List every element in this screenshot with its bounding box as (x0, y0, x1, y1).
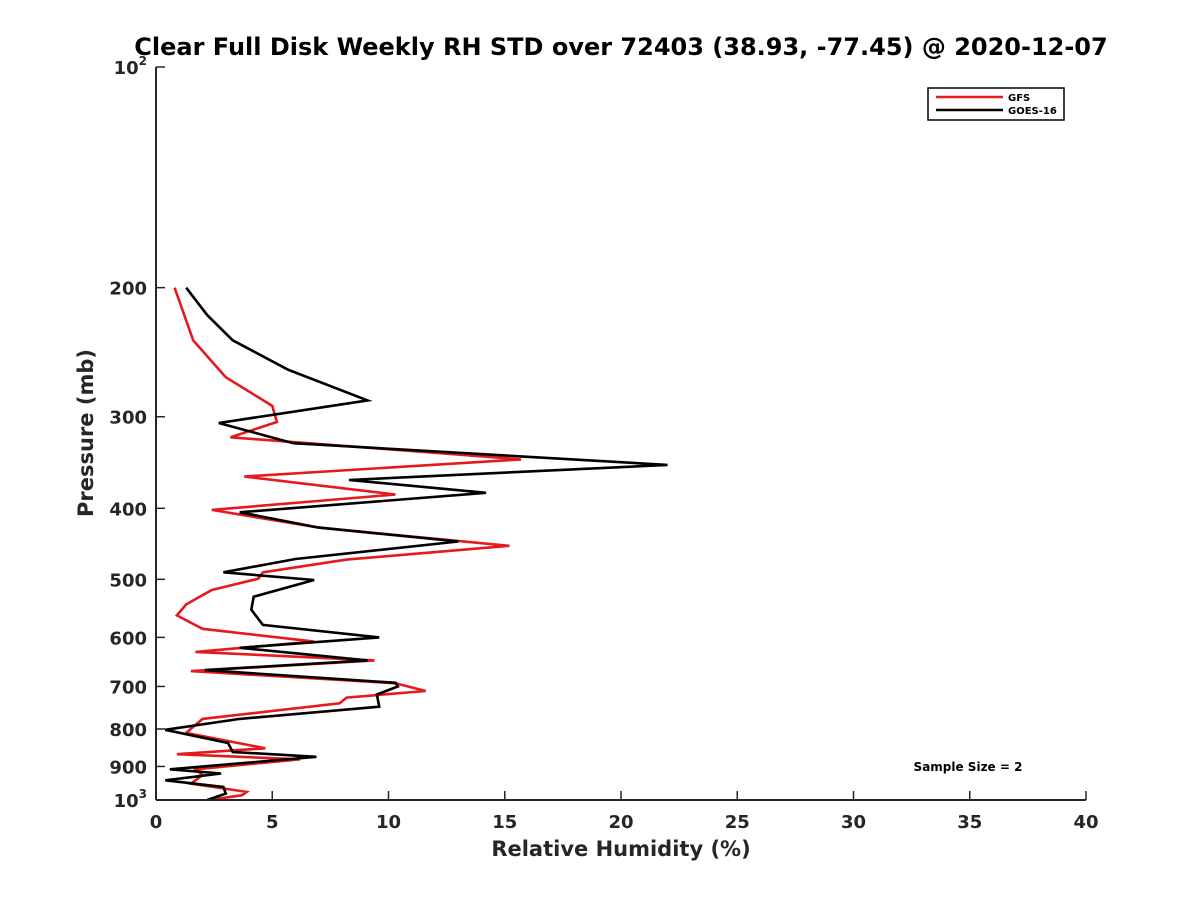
legend-label-goes16: GOES-16 (1008, 106, 1057, 117)
series-line-gfs (173, 287, 522, 802)
y-tick-label: 700 (109, 677, 147, 698)
x-tick-label: 0 (150, 812, 163, 833)
x-tick-label: 5 (266, 812, 279, 833)
x-tick-label: 30 (841, 812, 866, 833)
y-tick-label: 300 (109, 408, 147, 429)
chart-title: Clear Full Disk Weekly RH STD over 72403… (134, 33, 1107, 61)
sample-size-annotation: Sample Size = 2 (914, 760, 1023, 774)
x-ticks: 0 5 10 15 20 25 30 35 40 (150, 791, 1099, 833)
x-tick-label: 10 (376, 812, 401, 833)
y-tick-label: 600 (109, 628, 147, 649)
x-tick-label: 25 (725, 812, 750, 833)
legend: GFS GOES-16 (927, 87, 1065, 121)
y-tick-label: 900 (109, 757, 147, 778)
series-line-goes16 (165, 286, 668, 802)
x-tick-label: 40 (1073, 812, 1098, 833)
x-tick-label: 35 (957, 812, 982, 833)
x-axis-label: Relative Humidity (%) (491, 837, 750, 861)
y-tick-label: 200 (109, 279, 147, 300)
y-tick-label: 500 (109, 570, 147, 591)
y-tick-label: 102 (114, 54, 147, 79)
legend-label-gfs: GFS (1008, 93, 1030, 104)
y-tick-label: 103 (114, 787, 147, 812)
y-axis-label: Pressure (mb) (74, 349, 98, 517)
series-layer (165, 286, 668, 802)
plot-area: 0 5 10 15 20 25 30 35 40 102 200 300 400 500 600 700 80… (109, 54, 1098, 833)
y-ticks: 102 200 300 400 500 600 700 800 900 103 (109, 54, 165, 812)
x-tick-label: 15 (492, 812, 517, 833)
y-tick-label: 400 (109, 499, 147, 520)
x-tick-label: 20 (608, 812, 633, 833)
legend-box (927, 87, 1065, 121)
y-tick-label: 800 (109, 720, 147, 741)
